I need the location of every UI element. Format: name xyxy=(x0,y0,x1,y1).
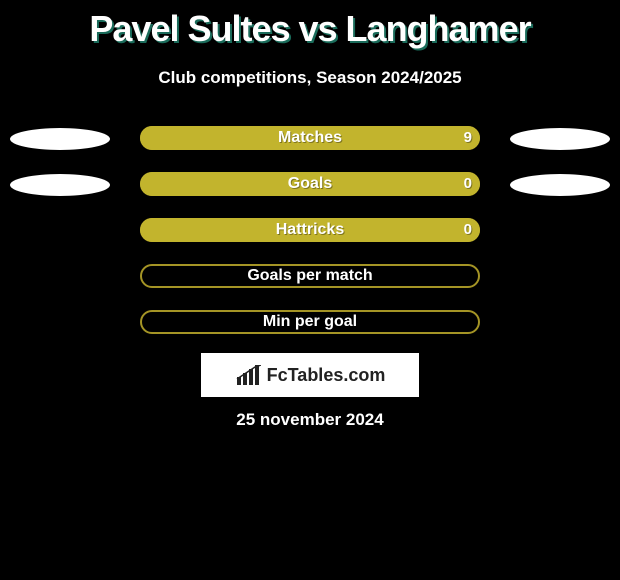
page-subtitle: Club competitions, Season 2024/2025 xyxy=(0,68,620,88)
stat-label: Goals per match xyxy=(140,264,480,288)
stat-label: Hattricks xyxy=(140,218,480,242)
page-title: Pavel Sultes vs Langhamer xyxy=(0,0,620,50)
player-right-marker xyxy=(510,174,610,196)
stat-value: 9 xyxy=(464,126,472,150)
player-left-marker xyxy=(10,174,110,196)
stat-label: Min per goal xyxy=(140,310,480,334)
stat-row: Min per goal xyxy=(0,310,620,356)
stat-row: Hattricks0 xyxy=(0,218,620,264)
stat-value: 0 xyxy=(464,172,472,196)
stat-row: Goals0 xyxy=(0,172,620,218)
logo-box: FcTables.com xyxy=(201,353,419,397)
stat-row: Goals per match xyxy=(0,264,620,310)
bar-chart-icon xyxy=(235,365,261,385)
stat-row: Matches9 xyxy=(0,126,620,172)
logo: FcTables.com xyxy=(235,365,386,386)
stats-rows: Matches9Goals0Hattricks0Goals per matchM… xyxy=(0,126,620,356)
player-left-marker xyxy=(10,128,110,150)
stat-label: Goals xyxy=(140,172,480,196)
logo-label: FcTables.com xyxy=(267,365,386,386)
stat-value: 0 xyxy=(464,218,472,242)
player-right-marker xyxy=(510,128,610,150)
stat-label: Matches xyxy=(140,126,480,150)
date-line: 25 november 2024 xyxy=(0,410,620,430)
